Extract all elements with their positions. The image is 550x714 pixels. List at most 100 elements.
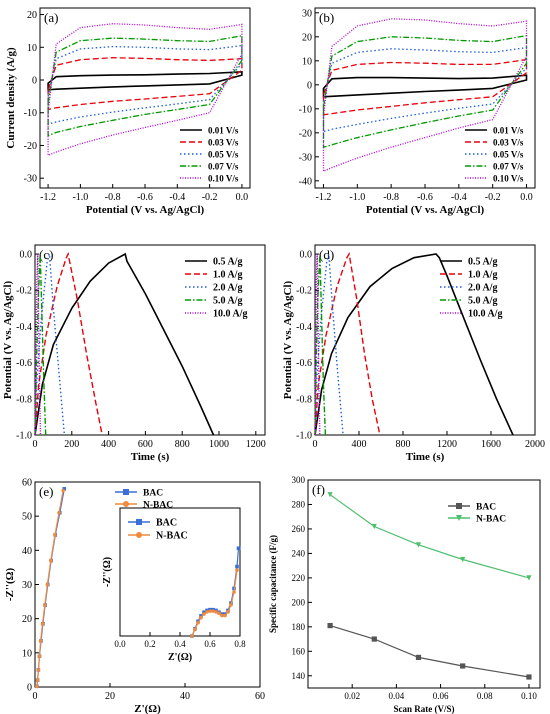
data-point [40,621,45,626]
legend-label: 0.05 V/s [208,150,239,160]
y-axis-label: -Z''(Ω) [102,557,113,587]
data-point [202,610,206,615]
y-tick-label: -10 [24,108,37,119]
legend-label: N-BAC [156,531,188,542]
series-line [314,252,381,436]
y-tick-label: 280 [292,500,306,510]
y-tick-label: 30 [22,580,32,591]
panel-a: -1.2 -1.0 -0.8 -0.6 -0.4 -0.2 0.0 -30 -20 -10 0 10 2… [5,7,251,216]
panel-label: (d) [319,247,334,262]
x-axis-label: Potential (V vs. Ag/AgCl) [86,204,205,216]
data-point [205,610,209,614]
y-tick-label: 0 [307,80,312,91]
series-line [47,44,243,126]
series-line [34,253,47,436]
panel-c: 0 200 400 600 800 1000 1200 -1.0 -0.8 -0.6 -0.4 -0.… [2,244,266,463]
legend-label: 0.5 A/g [213,257,242,268]
x-tick-label: 1000 [209,439,229,450]
legend-label: 2.0 A/g [213,283,242,294]
x-tick-label: 0.0 [236,192,249,203]
legend-marker [136,519,142,525]
data-point [36,668,41,672]
data-point [61,488,65,493]
data-point [37,654,42,659]
y-axis-label: Potential (V vs. Ag/AgCl) [282,280,294,399]
series-line [322,46,528,133]
y-tick-label: -0.4 [16,322,32,333]
data-point [526,575,532,581]
x-tick-label: 0.0 [520,192,533,203]
legend-label: 0.10 V/s [208,174,239,184]
x-tick-label: 20 [105,691,115,702]
x-tick-label: 0.10 [521,691,537,701]
x-tick-label: 1600 [481,439,501,450]
legend-label: BAC [156,518,177,529]
data-point [327,623,333,629]
series-line [314,253,327,436]
y-tick-label: 180 [292,622,306,632]
data-point [45,582,50,587]
series-line [34,253,66,436]
data-point [38,639,43,643]
x-tick-label: -0.8 [383,192,399,203]
plot-frame [314,244,536,436]
plot-frame [307,479,541,689]
x-tick-label: 600 [138,439,153,450]
data-point [199,615,203,620]
data-point [214,610,218,614]
series-line [322,58,528,116]
y-tick-label: 300 [292,475,306,485]
panel-e-inset: 0.0 0.2 0.4 0.6 0.8 Z'(Ω) -Z''(Ω) BAC N-BAC [102,507,246,663]
y-tick-label: -20 [299,128,312,139]
data-point [371,523,377,530]
legend-marker [123,489,129,495]
y-axis-label: -Z''(Ω) [4,568,16,602]
y-tick-label: 50 [22,512,32,523]
data-point [53,533,57,537]
legend-label: 2.0 A/g [468,283,497,294]
x-tick-label: -1.0 [349,192,365,203]
y-tick-label: 40 [22,546,32,557]
data-point [223,613,227,618]
x-tick-label: -0.6 [417,192,433,203]
y-tick-label: 30 [302,8,312,19]
y-tick-label: -1.0 [16,431,32,442]
legend-label: 0.01 V/s [493,126,524,136]
x-axis-label: Z'(Ω) [168,652,192,663]
x-tick-label: 400 [352,439,367,450]
data-point [48,558,53,563]
data-point [202,612,206,616]
data-point [196,621,200,625]
y-tick-label: 160 [292,646,306,656]
series-line [314,253,344,436]
x-tick-label: 800 [396,439,411,450]
data-point [226,610,230,614]
legend-label: 0.03 V/s [208,138,239,148]
x-tick-label: -0.8 [105,192,121,203]
y-tick-label: 0.0 [20,250,33,261]
series-line [34,251,103,436]
y-tick-label: 260 [292,524,306,534]
series-line [47,35,243,137]
y-tick-label: 60 [22,478,32,489]
legend-label: 0.07 V/s [493,162,524,172]
y-tick-label: 200 [292,598,306,608]
x-tick-label: 800 [175,439,190,450]
series-line [322,74,528,98]
x-tick-label: 0 [313,439,318,450]
y-tick-label: 240 [292,549,306,559]
legend-label: BAC [143,489,163,499]
data-point [199,614,203,618]
panel-e: 0 20 40 60 0 10 20 30 40 50 60 Z'(Ω) -Z''(Ω) (e) BAC N-… [4,478,265,714]
data-point [235,568,239,572]
y-tick-label: 10 [27,43,37,54]
x-tick-label: 60 [255,691,265,702]
x-tick-label: 0.6 [204,639,216,649]
y-axis-label: Current density (A/g) [5,47,17,149]
x-tick-label: 2000 [525,439,545,450]
y-tick-label: -40 [299,176,312,187]
legend-label: 0.01 V/s [208,126,239,136]
y-tick-label: -0.6 [296,358,312,369]
y-tick-label: 10 [302,56,312,67]
legend-label: N-BAC [143,501,173,511]
